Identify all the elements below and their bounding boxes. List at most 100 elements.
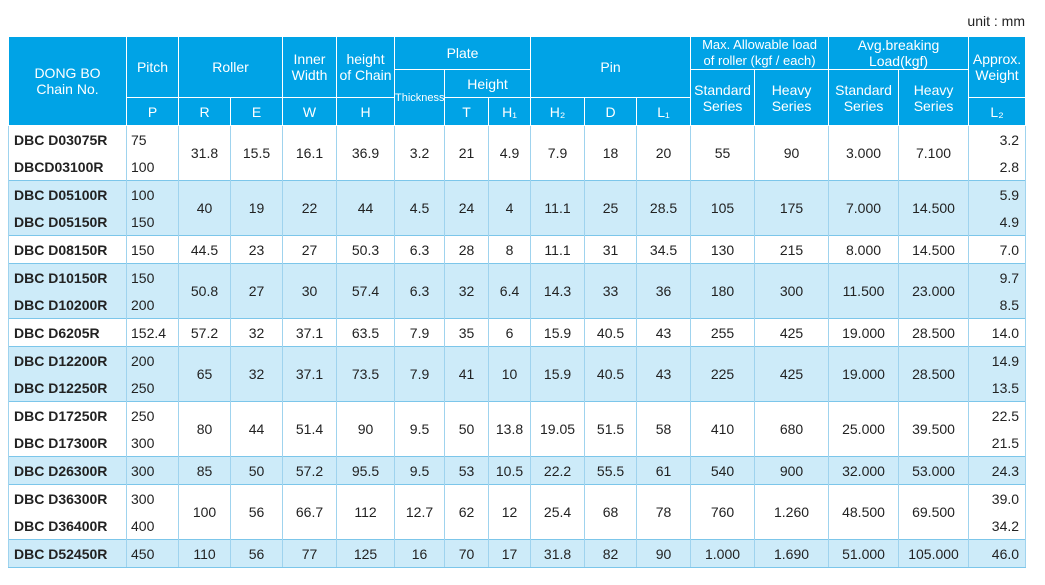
header-cell: height of Chain — [336, 36, 396, 98]
value-cell: 7.100 — [898, 125, 970, 181]
value-cell: 68 — [584, 484, 638, 540]
header-cell: Heavy Series — [754, 69, 830, 126]
chain-no: DBC D17250R — [8, 401, 127, 429]
table-row: DBC D6205R 152.4 57.2 32 37.1 63.5 7.9 35 6 15.9 4… — [8, 318, 1027, 347]
header-text: L₁ — [657, 103, 670, 120]
pitch: 152.4 — [126, 318, 179, 347]
header-text: of roller (kgf / each) — [703, 53, 816, 68]
chain-no: DBC D08150R — [8, 235, 127, 264]
value-cell: 25.000 — [828, 401, 900, 457]
chain-no: DBC D12200R — [8, 346, 127, 374]
value-cell: 34.5 — [636, 235, 692, 264]
value-cell: 31.8 — [530, 539, 586, 568]
value-cell: 6.3 — [394, 263, 446, 319]
value-cell: 56 — [229, 539, 284, 568]
header-cell: L₂ — [968, 97, 1027, 126]
header-text: of Chain — [339, 67, 392, 83]
value-cell: 55.5 — [584, 456, 638, 485]
header-text: W — [302, 103, 317, 120]
value-cell: 22.2 — [530, 456, 586, 485]
weight: 3.2 — [968, 125, 1027, 153]
table-row: DBC D36300R 300 100 56 66.7 112 12.7 62 12 25.4 68… — [8, 484, 1027, 540]
value-cell: 55 — [690, 125, 756, 181]
pitch: 150 — [126, 263, 179, 291]
header-text: Load(kgf) — [868, 53, 929, 69]
value-cell: 37.1 — [282, 318, 338, 347]
value-cell: 36.9 — [336, 125, 396, 181]
value-cell: 19.000 — [828, 346, 900, 402]
value-cell: 44 — [336, 180, 396, 236]
table-row: DBC D17300R 300 21.5 — [8, 429, 1027, 457]
value-cell: 105 — [690, 180, 756, 236]
header-text: Chain No. — [36, 81, 99, 97]
value-cell: 40 — [178, 180, 231, 236]
value-cell: 105.000 — [898, 539, 970, 568]
header-cell: Pitch — [126, 36, 179, 98]
header-text: H₁ — [502, 103, 517, 120]
header-row: Thickness Height Standard Series Heavy Series… — [9, 69, 1026, 126]
pitch: 150 — [126, 235, 179, 264]
header-text: Series — [913, 97, 954, 114]
header-text: R — [199, 103, 210, 120]
pitch: 75 — [126, 125, 179, 153]
header-cell: Inner Width — [282, 36, 338, 98]
weight: 39.0 — [968, 484, 1027, 512]
value-cell: 16.1 — [282, 125, 338, 181]
header-text: height — [346, 51, 385, 67]
weight: 14.9 — [968, 346, 1027, 374]
value-cell: 12.7 — [394, 484, 446, 540]
value-cell: 40.5 — [584, 318, 638, 347]
chain-no: DBC D36400R — [8, 512, 127, 540]
value-cell: 8.000 — [828, 235, 900, 264]
value-cell: 9.5 — [394, 456, 446, 485]
table-row: DBC D26300R 300 85 50 57.2 95.5 9.5 53 10.5 22.2 5… — [8, 456, 1027, 485]
value-cell: 18 — [584, 125, 638, 181]
value-cell: 65 — [178, 346, 231, 402]
value-cell: 48.500 — [828, 484, 900, 540]
chain-no: DBC D05100R — [8, 180, 127, 208]
header-cell: Roller — [177, 36, 284, 98]
value-cell: 17 — [488, 539, 532, 568]
table-row: DBC D12200R 200 65 32 37.1 73.5 7.9 41 10 15.9 40.… — [8, 346, 1027, 402]
value-cell: 63.5 — [336, 318, 396, 347]
value-cell: 10.5 — [488, 456, 532, 485]
weight: 9.7 — [968, 263, 1027, 291]
value-cell: 7.9 — [394, 346, 446, 402]
weight: 7.0 — [968, 235, 1027, 264]
header-cell: Standard Series — [690, 69, 756, 126]
header-cell: H — [336, 97, 396, 126]
value-cell: 27 — [282, 235, 338, 264]
value-cell: 8 — [488, 235, 532, 264]
value-cell: 14.500 — [898, 235, 970, 264]
pitch: 100 — [126, 180, 179, 208]
chain-no: DBC D52450R — [8, 539, 127, 568]
header-text: Roller — [212, 59, 249, 75]
value-cell: 51.5 — [584, 401, 638, 457]
value-cell: 85 — [178, 456, 231, 485]
value-cell: 23.000 — [898, 263, 970, 319]
header-cell: W — [282, 97, 338, 126]
header-text: T — [462, 103, 471, 120]
value-cell: 77 — [282, 539, 338, 568]
value-cell: 14.500 — [898, 180, 970, 236]
value-cell: 33 — [584, 263, 638, 319]
value-cell: 78 — [636, 484, 692, 540]
value-cell: 58 — [636, 401, 692, 457]
weight: 46.0 — [968, 539, 1027, 568]
value-cell: 410 — [690, 401, 756, 457]
spec-table: DONG BO Chain No. Pitch Roller Inner Width hei… — [8, 36, 1045, 568]
chain-no: DBC D26300R — [8, 456, 127, 485]
value-cell: 66.7 — [282, 484, 338, 540]
value-cell: 425 — [754, 346, 830, 402]
value-cell: 112 — [336, 484, 396, 540]
value-cell: 95.5 — [336, 456, 396, 485]
value-cell: 9.5 — [394, 401, 446, 457]
value-cell: 19.000 — [828, 318, 900, 347]
table-body: DBC D03075R 75 31.8 15.5 16.1 36.9 3.2 21 4.9 7.9… — [8, 125, 1027, 568]
header-text: E — [251, 103, 262, 120]
pitch: 300 — [126, 484, 179, 512]
value-cell: 21 — [444, 125, 490, 181]
header-text: Avg.breaking — [857, 37, 940, 53]
header-cell: Thickness — [394, 69, 446, 126]
